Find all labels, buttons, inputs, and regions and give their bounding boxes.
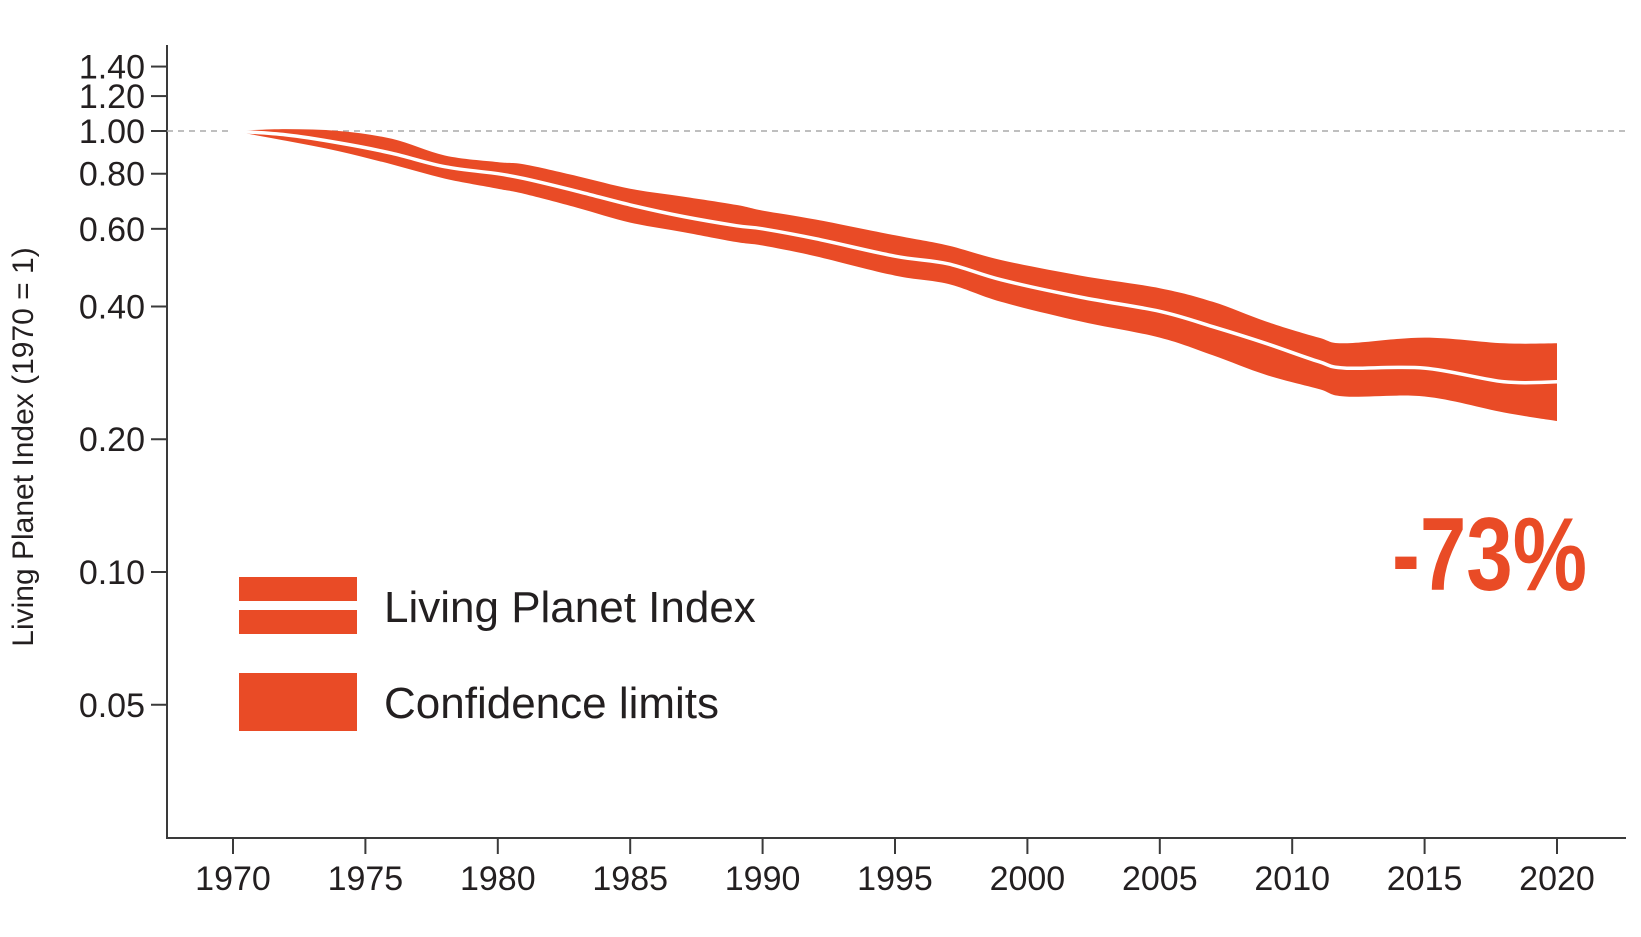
x-tick-label: 2010 — [1254, 860, 1330, 898]
legend-swatch-index-stripe — [239, 601, 357, 610]
x-tick-label: 1970 — [195, 860, 271, 898]
living-planet-index-line — [231, 129, 1559, 385]
x-tick-label: 2000 — [990, 860, 1066, 898]
y-tick-label: 0.10 — [79, 554, 145, 592]
x-axis-ticks: 1970 1975 1980 1985 1990 1995 2000 2005 2010 2015… — [195, 838, 1595, 898]
y-tick-label: 0.05 — [79, 687, 145, 725]
y-tick-label: 0.40 — [79, 288, 145, 326]
y-tick-label: 0.60 — [79, 211, 145, 249]
legend: Living Planet Index Confidence limits — [239, 577, 756, 731]
x-tick-label: 2005 — [1122, 860, 1198, 898]
y-tick-label: 1.40 — [79, 49, 145, 87]
confidence-limits-band — [233, 129, 1557, 421]
x-tick-label: 1980 — [460, 860, 536, 898]
x-tick-label: 2020 — [1519, 860, 1595, 898]
y-axis-title: Living Planet Index (1970 = 1) — [7, 247, 40, 646]
y-tick-label: 0.80 — [79, 156, 145, 194]
x-tick-label: 1985 — [592, 860, 668, 898]
legend-label-confidence: Confidence limits — [384, 679, 719, 728]
legend-swatch-confidence — [239, 673, 357, 731]
x-tick-label: 2015 — [1387, 860, 1463, 898]
decline-percentage-annotation: -73% — [1392, 497, 1587, 613]
x-tick-label: 1995 — [857, 860, 933, 898]
x-tick-label: 1975 — [328, 860, 404, 898]
y-tick-label: 0.20 — [79, 421, 145, 459]
y-tick-label: 1.20 — [79, 78, 145, 116]
y-axis-ticks: 1.401.201.00 0.80 0.60 0.40 0.20 0.10 0.05 — [79, 49, 167, 725]
x-tick-label: 1990 — [725, 860, 801, 898]
legend-label-index: Living Planet Index — [384, 583, 756, 632]
y-tick-label: 1.00 — [79, 113, 145, 151]
